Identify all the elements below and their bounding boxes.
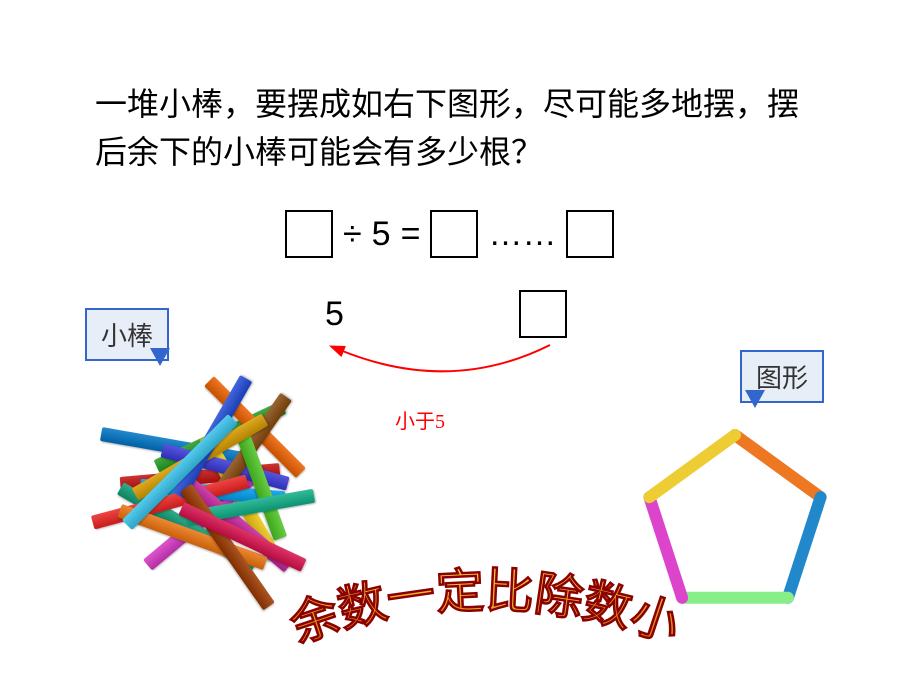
wordart-conclusion: 余数一定比除数小 bbox=[260, 560, 710, 670]
remainder-symbol: …… bbox=[488, 215, 556, 254]
equation-row: ÷ 5 = …… bbox=[285, 210, 614, 258]
lower-row: 5 bbox=[325, 290, 567, 338]
hint-text: 小于5 bbox=[395, 405, 445, 434]
divide-symbol: ÷ bbox=[343, 215, 362, 254]
question-text: 一堆小棒，要摆成如右下图形，尽可能多地摆，摆后余下的小棒可能会有多少根？ bbox=[95, 80, 825, 176]
equals-symbol: = bbox=[401, 215, 421, 254]
lower-answer-box bbox=[519, 290, 567, 338]
shape-label-tail bbox=[745, 390, 765, 408]
lower-five: 5 bbox=[325, 295, 344, 334]
svg-text:余数一定比除数小: 余数一定比除数小 bbox=[283, 565, 686, 653]
curved-arrow bbox=[320, 335, 570, 405]
dividend-box bbox=[285, 210, 333, 258]
sticks-label-tail bbox=[150, 348, 170, 366]
divisor-value: 5 bbox=[372, 215, 391, 254]
remainder-box bbox=[566, 210, 614, 258]
quotient-box bbox=[430, 210, 478, 258]
